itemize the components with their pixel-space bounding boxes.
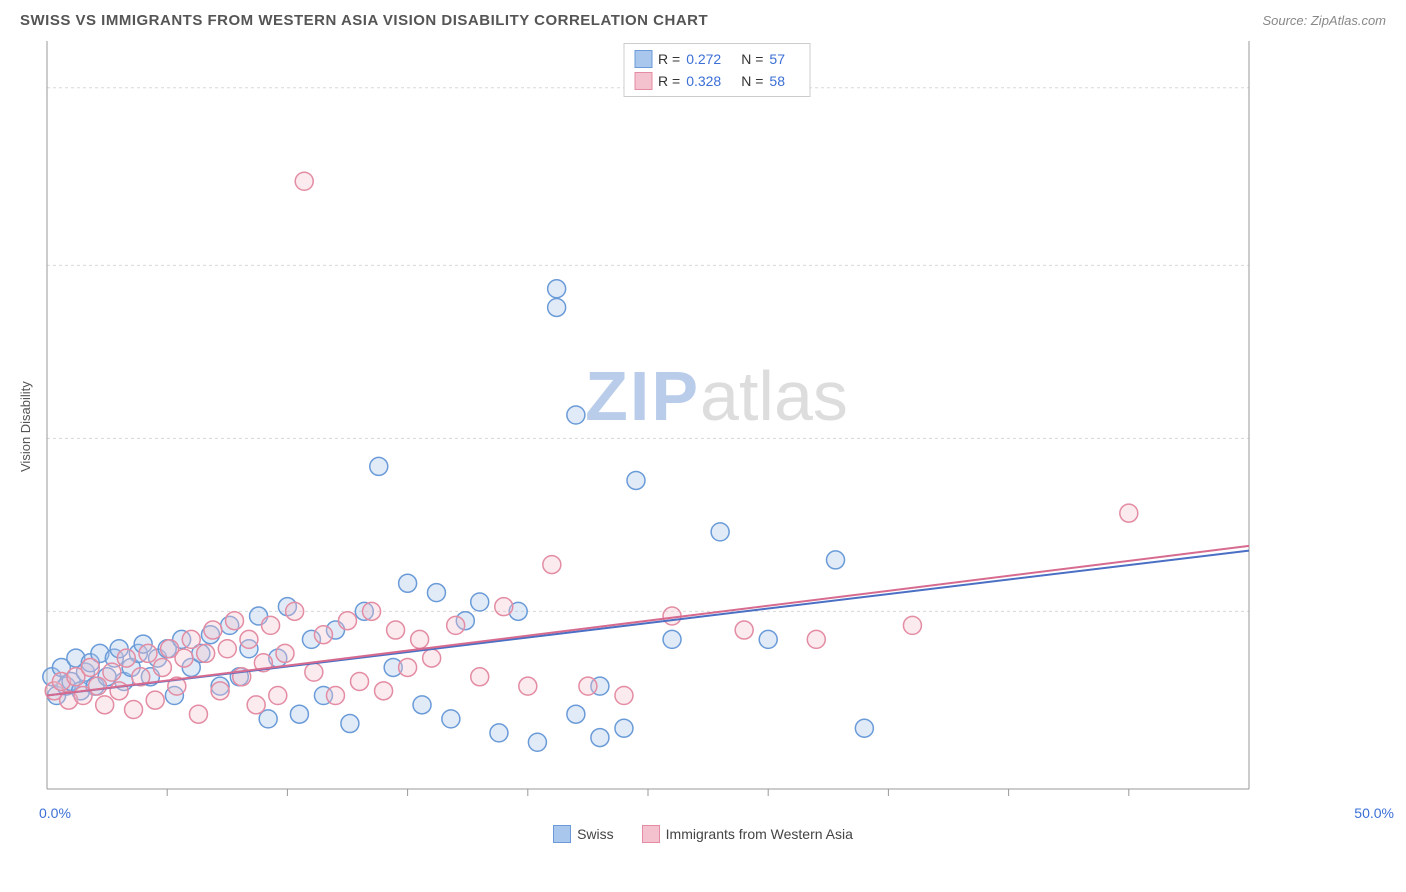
stats-legend: R = 0.272 N = 57 R = 0.328 N = 58 bbox=[623, 43, 810, 97]
legend-swatch bbox=[642, 825, 660, 843]
n-value: 58 bbox=[769, 73, 785, 89]
legend-swatch bbox=[553, 825, 571, 843]
chart-area: Vision Disability ZIPatlas R =0.272N =57… bbox=[12, 37, 1394, 817]
stats-legend-row: R = 0.328 N = 58 bbox=[634, 70, 799, 92]
legend-item: Swiss bbox=[553, 825, 614, 843]
r-value: 0.328 bbox=[686, 73, 721, 89]
legend-label: Swiss bbox=[577, 826, 614, 842]
chart-title: SWISS VS IMMIGRANTS FROM WESTERN ASIA VI… bbox=[20, 12, 708, 29]
series-legend: Swiss Immigrants from Western Asia bbox=[12, 817, 1394, 843]
r-label: R = bbox=[658, 51, 680, 67]
y-axis-label: Vision Disability bbox=[12, 37, 39, 817]
legend-label: Immigrants from Western Asia bbox=[666, 826, 853, 842]
stats-legend-row: R = 0.272 N = 57 bbox=[634, 48, 799, 70]
x-axis-start-label: 0.0% bbox=[39, 805, 71, 821]
n-value: 57 bbox=[769, 51, 785, 67]
r-label: R = bbox=[658, 73, 680, 89]
n-label: N = bbox=[741, 51, 763, 67]
chart-source: Source: ZipAtlas.com bbox=[1262, 13, 1386, 28]
legend-swatch bbox=[634, 72, 652, 90]
legend-swatch bbox=[634, 50, 652, 68]
x-axis-end-label: 50.0% bbox=[1354, 805, 1394, 821]
scatter-plot bbox=[39, 37, 1319, 817]
plot-container: ZIPatlas R =0.272N =57R =0.328N =58 3.8%… bbox=[39, 37, 1394, 817]
legend-item: Immigrants from Western Asia bbox=[642, 825, 853, 843]
n-label: N = bbox=[741, 73, 763, 89]
r-value: 0.272 bbox=[686, 51, 721, 67]
chart-header: SWISS VS IMMIGRANTS FROM WESTERN ASIA VI… bbox=[12, 12, 1394, 37]
